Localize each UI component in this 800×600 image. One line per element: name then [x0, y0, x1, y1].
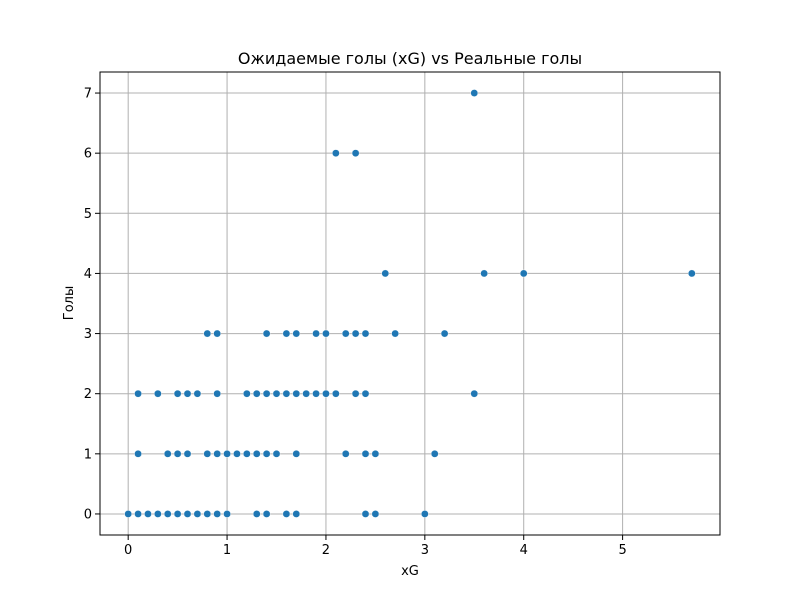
data-point: [322, 389, 330, 398]
data-point: [213, 510, 221, 518]
data-point: [262, 329, 271, 338]
data-point: [312, 329, 320, 338]
data-point: [292, 329, 301, 338]
data-point: [322, 329, 330, 338]
data-point: [163, 510, 172, 518]
y-tick-label: 4: [84, 267, 92, 282]
x-axis-label: xG: [401, 564, 419, 579]
data-point: [351, 389, 360, 398]
y-tick-label: 2: [84, 387, 92, 402]
data-point: [292, 450, 301, 458]
data-point: [282, 510, 291, 518]
x-tick-label: 1: [223, 543, 231, 558]
data-point: [282, 329, 291, 338]
data-point: [154, 389, 162, 398]
y-tick-label: 0: [84, 507, 92, 522]
data-point: [341, 329, 350, 338]
plot-frame: [99, 71, 721, 536]
data-point: [144, 510, 152, 518]
x-axis-ticks: 0 1 2 3 4 5: [124, 535, 627, 558]
data-point: [292, 389, 301, 398]
data-point: [203, 510, 212, 518]
data-point: [262, 389, 271, 398]
data-point: [233, 450, 241, 458]
data-point: [302, 389, 310, 398]
data-point: [282, 389, 291, 398]
x-tick-label: 2: [322, 543, 330, 558]
data-point: [203, 450, 212, 458]
data-point: [193, 389, 202, 398]
x-tick-label: 5: [618, 543, 626, 558]
y-tick-label: 6: [84, 147, 92, 162]
data-point: [292, 510, 301, 518]
data-point: [361, 510, 370, 518]
data-point: [688, 269, 696, 278]
data-point: [243, 450, 251, 458]
y-tick-label: 1: [84, 447, 92, 462]
y-tick-label: 7: [84, 87, 92, 102]
data-point: [183, 510, 192, 518]
data-point: [272, 450, 281, 458]
data-points: [124, 89, 696, 518]
data-point: [470, 389, 479, 398]
data-point: [421, 510, 429, 518]
data-point: [213, 329, 221, 338]
data-point: [351, 149, 360, 157]
data-point: [134, 389, 142, 398]
data-point: [183, 389, 192, 398]
data-point: [262, 450, 271, 458]
x-tick-label: 4: [520, 543, 528, 558]
data-point: [361, 329, 370, 338]
x-tick-label: 0: [124, 543, 132, 558]
data-point: [134, 510, 142, 518]
data-point: [203, 329, 212, 338]
data-point: [252, 389, 261, 398]
data-point: [470, 89, 479, 97]
data-point: [332, 149, 340, 157]
data-point: [252, 510, 261, 518]
data-point: [173, 510, 182, 518]
data-point: [213, 389, 221, 398]
data-point: [173, 450, 182, 458]
data-point: [154, 510, 162, 518]
data-point: [381, 269, 390, 278]
data-point: [213, 450, 221, 458]
data-point: [183, 450, 192, 458]
y-axis-label: Голы: [62, 286, 77, 320]
data-point: [480, 269, 488, 278]
data-point: [163, 450, 172, 458]
data-point: [252, 450, 261, 458]
y-tick-label: 3: [84, 327, 92, 342]
data-point: [223, 450, 231, 458]
grid-lines: [100, 72, 720, 535]
data-point: [173, 389, 182, 398]
data-point: [193, 510, 202, 518]
data-point: [361, 389, 370, 398]
data-point: [332, 389, 340, 398]
data-point: [371, 510, 380, 518]
data-point: [134, 450, 142, 458]
y-tick-label: 5: [84, 207, 92, 222]
data-point: [391, 329, 399, 338]
x-tick-label: 3: [421, 543, 429, 558]
data-point: [440, 329, 449, 338]
data-point: [223, 510, 231, 518]
data-point: [341, 450, 350, 458]
data-point: [430, 450, 439, 458]
chart-title: Ожидаемые голы (xG) vs Реальные голы: [238, 49, 582, 68]
data-point: [361, 450, 370, 458]
data-point: [519, 269, 528, 278]
data-point: [262, 510, 271, 518]
data-point: [124, 510, 132, 518]
data-point: [371, 450, 380, 458]
data-point: [312, 389, 320, 398]
data-point: [272, 389, 281, 398]
data-point: [351, 329, 360, 338]
data-point: [243, 389, 251, 398]
y-axis-ticks: 0 1 2 3 4 5 6 7: [84, 87, 100, 522]
